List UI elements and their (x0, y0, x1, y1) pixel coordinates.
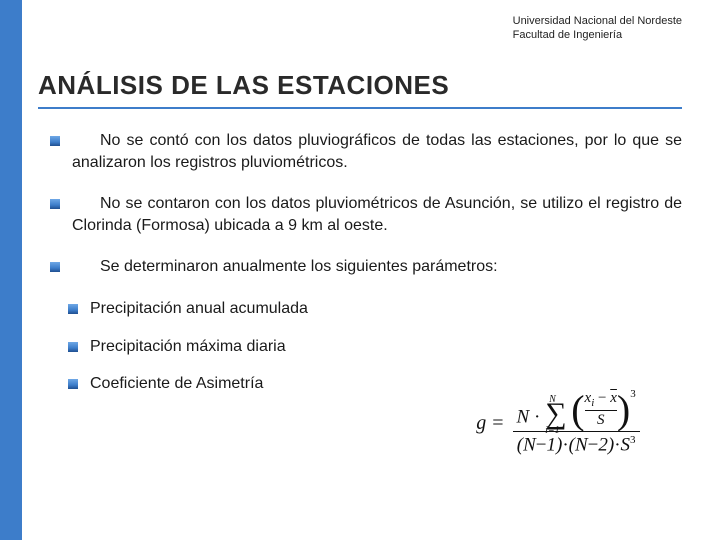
paren-group: ( xi − x S ) 3 (571, 390, 636, 429)
bullet-icon (50, 136, 60, 146)
bullet-icon (68, 379, 78, 389)
paragraph-1-text: No se contó con los datos pluviográficos… (72, 130, 682, 173)
formula-fraction: N · N ∑ i=1 ( xi − x S ) 3 (513, 390, 640, 456)
sub-item-1-text: Precipitación anual acumulada (90, 298, 682, 320)
paragraph-2: No se contaron con los datos pluviométri… (50, 193, 682, 236)
bullet-icon (50, 262, 60, 272)
equals-sign: = (492, 412, 503, 435)
institution-header: Universidad Nacional del Nordeste Facult… (513, 14, 682, 43)
bullet-icon (68, 342, 78, 352)
bullet-icon (68, 304, 78, 314)
paragraph-2-text: No se contaron con los datos pluviométri… (72, 193, 682, 236)
header-line2: Facultad de Ingeniería (513, 28, 682, 42)
sub-item-2: Precipitación máxima diaria (68, 336, 682, 358)
paragraph-3-text: Se determinaron anualmente los siguiente… (72, 256, 682, 278)
formula-denominator: (N−1)·(N−2)·S3 (513, 434, 640, 456)
inner-frac: xi − x S (585, 390, 617, 429)
title-block: ANÁLISIS DE LAS ESTACIONES (38, 70, 682, 109)
left-accent-stripe (0, 0, 22, 540)
formula-numerator: N · N ∑ i=1 ( xi − x S ) 3 (513, 390, 640, 429)
paragraph-3: Se determinaron anualmente los siguiente… (50, 256, 682, 278)
sub-list: Precipitación anual acumulada Precipitac… (68, 298, 682, 395)
paragraph-1: No se contó con los datos pluviográficos… (50, 130, 682, 173)
title-underline (38, 107, 682, 109)
formula-lhs: g (476, 412, 486, 435)
sub-item-2-text: Precipitación máxima diaria (90, 336, 682, 358)
sigma-icon: ∑ (545, 402, 566, 426)
header-line1: Universidad Nacional del Nordeste (513, 14, 682, 28)
body-content: No se contó con los datos pluviográficos… (50, 130, 682, 411)
asymmetry-formula: g = N · N ∑ i=1 ( xi − x S (437, 390, 682, 456)
page-title: ANÁLISIS DE LAS ESTACIONES (38, 70, 682, 101)
sub-item-1: Precipitación anual acumulada (68, 298, 682, 320)
bullet-icon (50, 199, 60, 209)
sigma-block: N ∑ i=1 (545, 402, 566, 426)
